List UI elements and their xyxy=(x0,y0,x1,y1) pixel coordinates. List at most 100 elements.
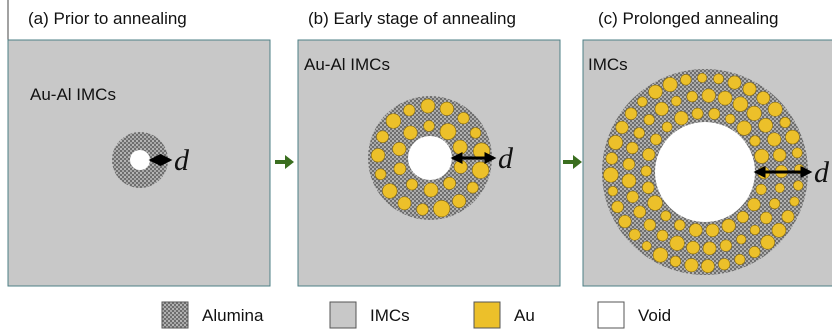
au-particle xyxy=(663,77,677,91)
au-particle xyxy=(634,128,645,139)
panel-title: (c) Prolonged annealing xyxy=(598,9,779,28)
au-particle xyxy=(737,121,751,135)
au-particle xyxy=(394,163,406,175)
legend-swatch xyxy=(162,302,188,328)
au-particle xyxy=(454,160,467,173)
au-particle xyxy=(404,126,418,140)
au-particle xyxy=(421,99,435,113)
au-particle xyxy=(675,111,689,125)
au-particle xyxy=(603,167,618,182)
au-particle xyxy=(655,102,668,115)
legend-swatch xyxy=(474,302,500,328)
au-particle xyxy=(472,162,489,179)
au-particle xyxy=(737,211,748,222)
au-particle xyxy=(629,229,640,240)
au-particle xyxy=(644,114,655,125)
au-particle xyxy=(404,105,415,116)
au-particle xyxy=(680,74,691,85)
au-particle xyxy=(382,184,397,199)
panel-title: (a) Prior to annealing xyxy=(28,9,187,28)
au-particle xyxy=(642,241,651,250)
au-particle xyxy=(637,97,647,107)
au-particle xyxy=(671,96,681,106)
panel-label: IMCs xyxy=(588,55,628,74)
au-particle xyxy=(759,118,773,132)
au-particle xyxy=(661,211,671,221)
au-particle xyxy=(702,89,716,103)
stage-arrow xyxy=(563,155,582,169)
au-particle xyxy=(772,223,786,237)
au-particle xyxy=(609,135,623,149)
au-particle xyxy=(644,219,656,231)
au-particle xyxy=(782,210,794,222)
dimension-label: d xyxy=(498,142,514,175)
au-particle xyxy=(718,258,729,269)
au-particle xyxy=(622,174,636,188)
au-particle xyxy=(606,153,618,165)
au-particle xyxy=(775,183,784,192)
au-particle xyxy=(371,149,385,163)
au-particle xyxy=(768,133,781,146)
au-particle xyxy=(612,201,624,213)
au-particle xyxy=(725,114,735,124)
au-particle xyxy=(713,74,723,84)
au-particle xyxy=(737,235,746,244)
legend-label: IMCs xyxy=(370,306,410,325)
au-particle xyxy=(722,219,735,232)
au-particle xyxy=(743,82,756,95)
au-particle xyxy=(748,198,761,211)
au-particle xyxy=(653,248,668,263)
au-particle xyxy=(687,91,698,102)
au-particle xyxy=(377,131,389,143)
panels: (a) Prior to annealing Au-Al IMCs d (b) Ear… xyxy=(8,9,832,286)
au-particle xyxy=(735,254,745,264)
void xyxy=(408,136,452,180)
au-particle xyxy=(398,197,411,210)
au-particle xyxy=(393,142,406,155)
au-particle xyxy=(697,73,706,82)
au-particle xyxy=(689,224,702,237)
au-particle xyxy=(670,236,685,251)
au-particle xyxy=(458,112,470,124)
au-particle xyxy=(747,106,761,120)
au-particle xyxy=(733,97,748,112)
au-particle xyxy=(701,260,714,273)
au-particle xyxy=(687,241,700,254)
au-particle xyxy=(619,215,631,227)
au-particle xyxy=(440,124,456,140)
au-particle xyxy=(720,240,732,252)
au-particle xyxy=(386,114,401,129)
au-particle xyxy=(761,235,775,249)
au-particle xyxy=(692,108,703,119)
au-particle xyxy=(755,149,769,163)
void xyxy=(655,122,755,222)
au-particle xyxy=(453,140,467,154)
au-particle xyxy=(641,166,652,177)
au-particle xyxy=(616,121,629,134)
legend-label: Au xyxy=(514,306,535,325)
au-particle xyxy=(662,122,672,132)
panel-label: Au-Al IMCs xyxy=(30,85,116,104)
au-particle xyxy=(706,224,719,237)
au-particle xyxy=(768,102,782,116)
au-particle xyxy=(424,121,435,132)
au-particle xyxy=(685,259,698,272)
au-particle xyxy=(627,142,639,154)
au-particle xyxy=(718,91,732,105)
au-particle xyxy=(453,194,466,207)
au-particle xyxy=(642,182,654,194)
au-particle xyxy=(749,246,760,257)
au-particle xyxy=(470,128,481,139)
au-particle xyxy=(424,183,438,197)
au-particle xyxy=(786,130,800,144)
au-particle xyxy=(627,191,639,203)
au-particle xyxy=(406,179,417,190)
au-particle xyxy=(750,136,761,147)
au-particle xyxy=(674,220,685,231)
au-particle xyxy=(792,148,802,158)
panel-title: (b) Early stage of annealing xyxy=(308,9,516,28)
au-particle xyxy=(728,76,741,89)
au-particle xyxy=(657,230,668,241)
au-particle xyxy=(793,181,803,191)
au-particle xyxy=(643,148,655,160)
